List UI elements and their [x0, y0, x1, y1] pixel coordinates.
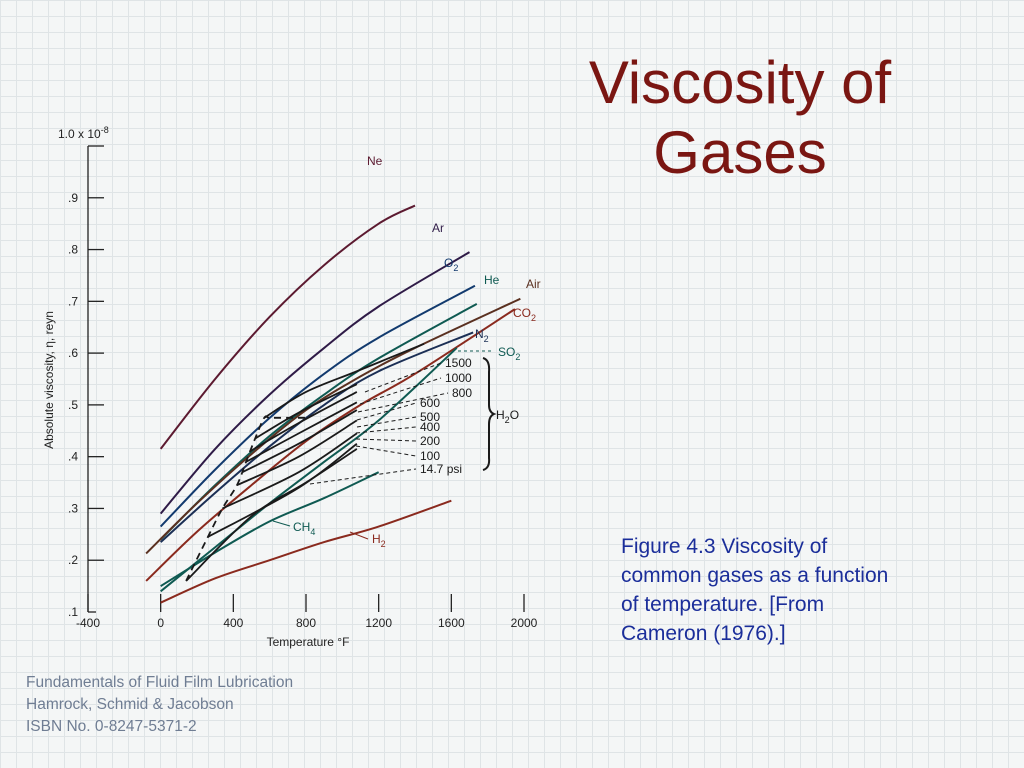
y-tick-label: .1 — [68, 605, 78, 619]
series-line-h2 — [160, 499, 452, 604]
h2o-saturation-line — [185, 415, 306, 582]
h2-leader — [349, 531, 369, 540]
series-line-co2 — [145, 308, 516, 582]
y-tick-label: .2 — [68, 553, 78, 567]
series-label-he: He — [484, 273, 500, 287]
h2o-line-600 — [245, 401, 358, 463]
series-label-ch4: CH4 — [293, 520, 315, 537]
h2o-leader — [356, 402, 417, 421]
series-label-air: Air — [526, 277, 541, 291]
h2o-leader — [355, 426, 417, 434]
label-layer: Ne Ar O2 He Air CO2 N2 SO2 CH4 H2 — [272, 154, 541, 549]
footer-line-3: ISBN No. 0-8247-5371-2 — [26, 718, 197, 735]
series-line-ch4 — [160, 471, 380, 587]
y-tick-label: .7 — [68, 294, 78, 308]
y-tick-label: .4 — [68, 450, 78, 464]
h2o-pressure-label: 600 — [420, 396, 440, 410]
h2o-label: H2O — [496, 408, 519, 425]
series-line-ar — [159, 251, 471, 515]
h2o-pressure-label: 1000 — [445, 371, 472, 385]
x-tick-label: 400 — [223, 616, 243, 630]
h2o-line-400 — [236, 419, 358, 486]
h2o-leader — [309, 468, 417, 485]
h2o-leader — [356, 416, 417, 428]
chart-axes: .1.2.3.4.5.6.7.8.91.0 x 10-8-400 0 400 800 1… — [42, 125, 538, 649]
series-label-ar: Ar — [432, 221, 444, 235]
h2o-pressure-label: 100 — [420, 449, 440, 463]
series-label-h2: H2 — [372, 532, 386, 549]
y-tick-label: .9 — [68, 191, 78, 205]
h2o-pressure-label: 14.7 psi — [420, 462, 462, 476]
h2o-leader — [355, 445, 417, 457]
y-tick-label: .3 — [68, 501, 78, 515]
footer-citation: Fundamentals of Fluid Film Lubrication H… — [26, 672, 293, 738]
h2o-pressure-label: 800 — [452, 386, 472, 400]
ch4-leader — [272, 520, 291, 527]
h2o-leader — [355, 438, 417, 442]
h2o-pressure-label: 400 — [420, 420, 440, 434]
series-line-so2 — [160, 347, 458, 593]
h2o-pressure-label: 1500 — [445, 356, 472, 370]
y-axis-scale-label: 1.0 x 10-8 — [58, 125, 109, 141]
footer-line-2: Hamrock, Schmid & Jacobson — [26, 696, 234, 713]
series-line-o2 — [159, 284, 476, 528]
caption-line-2: common gases as a function — [621, 564, 889, 587]
h2o-line-100 — [207, 443, 358, 538]
h2o-line-1000 — [254, 383, 358, 440]
y-axis-title: Absolute viscosity, η, reyn — [42, 311, 56, 449]
h2o-line-1500 — [263, 342, 425, 419]
x-axis-title: Temperature °F — [267, 635, 350, 649]
title-line-1: Viscosity of — [588, 49, 892, 116]
h2o-line-500 — [242, 409, 358, 474]
footer-line-1: Fundamentals of Fluid Film Lubrication — [26, 674, 294, 691]
x-tick-label: 1200 — [365, 616, 392, 630]
series-label-ne: Ne — [367, 154, 383, 168]
caption-line-3: of temperature. [From — [621, 593, 825, 616]
h2o-leader — [357, 392, 449, 413]
h2o-line-200 — [222, 432, 358, 510]
y-tick-label: .5 — [68, 398, 78, 412]
x-tick-label: 2000 — [511, 616, 538, 630]
series-line-ne — [159, 204, 416, 450]
slide-title: Viscosity of Gases — [560, 48, 920, 188]
y-tick-label: .6 — [68, 346, 78, 360]
x-tick-label: 1600 — [438, 616, 465, 630]
h2o-line-800 — [249, 391, 358, 453]
x-tick-label: 0 — [157, 616, 164, 630]
h2o-pressure-label: 200 — [420, 434, 440, 448]
series-label-co2: CO2 — [513, 306, 536, 323]
caption-line-4: Cameron (1976).] — [621, 622, 786, 645]
title-line-2: Gases — [653, 119, 827, 186]
x-tick-label: 800 — [296, 616, 316, 630]
h2o-line-147psi — [185, 448, 358, 582]
series-label-so2: SO2 — [498, 345, 520, 362]
caption-line-1: Figure 4.3 Viscosity of — [621, 535, 828, 558]
x-tick-label: -400 — [76, 616, 100, 630]
figure-caption: Figure 4.3 Viscosity of common gases as … — [621, 532, 951, 648]
h2o-leader — [359, 377, 442, 405]
h2o-brace — [482, 357, 497, 471]
h2o-pressure-label: 500 — [420, 410, 440, 424]
series-label-o2: O2 — [444, 256, 458, 273]
series-label-n2: N2 — [475, 327, 489, 344]
y-tick-label: .8 — [68, 243, 78, 257]
